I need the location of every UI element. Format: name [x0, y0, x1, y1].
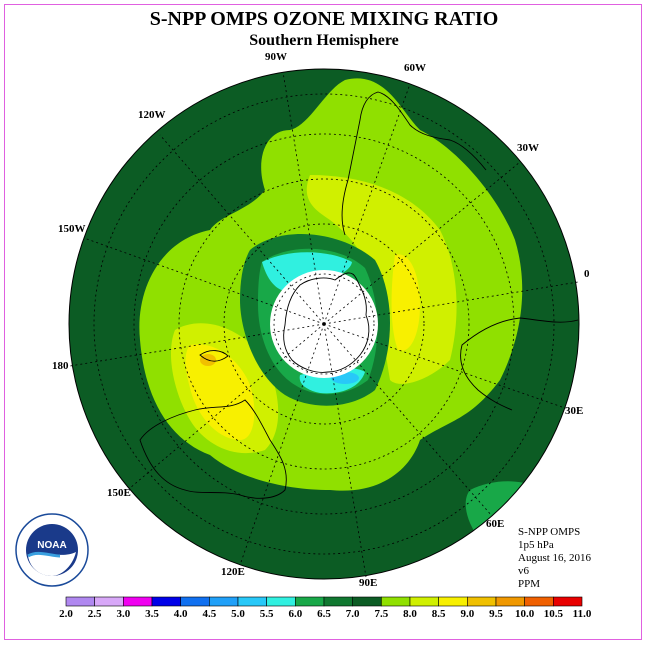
info-level: 1p5 hPa — [518, 539, 554, 551]
colorbar-tick-label: 11.0 — [572, 608, 592, 620]
colorbar-swatch — [266, 596, 296, 607]
info-units: PPM — [518, 578, 541, 590]
field-5.5 — [262, 252, 352, 292]
map-subtitle: Southern Hemisphere — [249, 32, 399, 49]
colorbar-swatch — [65, 596, 95, 607]
lon-label-180: 180 — [52, 360, 69, 372]
map-border — [68, 68, 580, 580]
colorbar-swatch — [323, 596, 353, 607]
africa-coastline — [460, 317, 579, 411]
latitude-circles — [93, 93, 555, 555]
colorbar-swatch — [553, 596, 583, 607]
new-zealand-coastline — [199, 350, 229, 362]
colorbar-tick-label: 5.5 — [259, 608, 274, 620]
lat-circle-80 — [273, 273, 375, 375]
lon-label-0: 0 — [584, 268, 590, 280]
colorbar-tick-label: 3.0 — [116, 608, 131, 620]
colorbar-tick-label: 6.5 — [317, 608, 331, 620]
lon-label-60e: 60E — [486, 518, 505, 530]
colorbar-swatch — [237, 596, 267, 607]
south-america-coastline — [341, 91, 487, 236]
colorbar-swatch — [495, 596, 525, 607]
info-version: v6 — [518, 565, 529, 577]
colorbar-swatch — [151, 596, 181, 607]
meridian-120w — [159, 134, 325, 325]
colorbar-tick-label: 2.5 — [87, 608, 102, 620]
colorbar-swatch — [409, 596, 439, 607]
colorbar-swatch — [123, 596, 153, 607]
lon-label-90w: 90W — [265, 51, 287, 63]
lat-circle-40 — [93, 93, 555, 555]
colorbar-tick-label: 8.0 — [403, 608, 417, 620]
colorbar-tick-label: 7.0 — [345, 608, 360, 620]
meridian-30w — [323, 161, 521, 325]
colorbar-tick-label: 4.5 — [202, 608, 217, 620]
colorbar-swatch — [381, 596, 411, 607]
colorbar-swatch — [352, 596, 382, 607]
colorbar-tick-label: 5.0 — [231, 608, 245, 620]
colorbar — [65, 596, 583, 607]
noaa-logo: NOAA — [15, 513, 89, 587]
colorbar-swatch — [209, 596, 239, 607]
lat-circle-60 — [178, 178, 470, 470]
figure-frame — [4, 4, 642, 640]
lon-label-60w: 60W — [404, 62, 426, 74]
lon-label-30e: 30E — [565, 405, 584, 417]
lon-label-150w: 150W — [58, 223, 86, 235]
lon-label-30w: 30W — [517, 142, 539, 154]
colorbar-tick-label: 9.0 — [460, 608, 475, 620]
colorbar-tick-label: 10.5 — [543, 608, 563, 620]
colorbar-tick-label: 4.0 — [173, 608, 188, 620]
colorbar-tick-label: 3.5 — [145, 608, 159, 620]
lon-label-120e: 120E — [221, 566, 245, 578]
colorbar-swatch — [524, 596, 554, 607]
antarctica-coastline — [283, 272, 370, 373]
colorbar-swatch — [438, 596, 468, 607]
field-8.5 — [391, 254, 420, 351]
lon-label-150e: 150E — [107, 487, 131, 499]
colorbar-swatch — [467, 596, 497, 607]
colorbar-tick-label: 2.0 — [59, 608, 73, 620]
lon-label-120w: 120W — [138, 109, 166, 121]
info-instrument: S-NPP OMPS — [518, 526, 581, 538]
lon-label-90e: 90E — [359, 577, 378, 589]
colorbar-tick-label: 7.5 — [374, 608, 389, 620]
colorbar-tick-label: 9.5 — [489, 608, 503, 620]
field-8.5-b — [185, 344, 255, 440]
lat-circle-70 — [223, 223, 425, 425]
colorbar-tick-label: 6.0 — [288, 608, 303, 620]
colorbar-tick-label: 8.5 — [431, 608, 446, 620]
meridian-150e — [129, 323, 325, 489]
map-title: S-NPP OMPS OZONE MIXING RATIO — [149, 8, 499, 30]
lat-circle-50 — [133, 133, 515, 515]
meridians — [69, 71, 579, 578]
colorbar-swatch — [180, 596, 210, 607]
info-date: August 16, 2016 — [518, 552, 592, 564]
colorbar-tick-label: 10.0 — [515, 608, 535, 620]
colorbar-swatch — [94, 596, 124, 607]
australia-coastline — [139, 399, 287, 499]
noaa-logo-text: NOAA — [37, 540, 66, 551]
colorbar-swatch — [295, 596, 325, 607]
